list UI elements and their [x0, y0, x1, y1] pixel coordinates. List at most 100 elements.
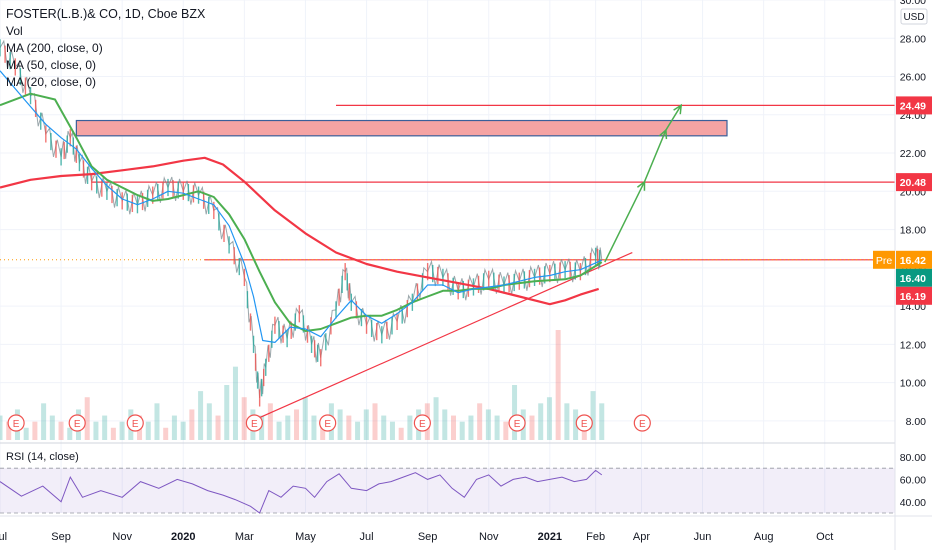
rsi-tick-label: 80.00: [900, 452, 926, 464]
x-tick-label: Nov: [479, 531, 499, 543]
volume-bar: [477, 403, 482, 440]
volume-bar: [346, 416, 351, 440]
volume-bar: [154, 403, 159, 440]
x-tick-label: Aug: [754, 531, 774, 543]
y-tick-label: 28.00: [900, 33, 926, 45]
volume-bar: [390, 422, 395, 440]
x-tick-label: Feb: [586, 531, 605, 543]
volume-bar: [102, 416, 107, 440]
earnings-marker: E: [576, 415, 592, 431]
volume-bar: [529, 416, 534, 440]
volume-bar: [285, 416, 290, 440]
volume-bar: [50, 416, 55, 440]
price-badge-label: 16.42: [900, 255, 926, 267]
x-tick-label: Oct: [816, 531, 833, 543]
volume-bar: [216, 416, 221, 440]
volume-bar: [486, 409, 491, 440]
rsi-pane: RSI (14, close): [0, 451, 895, 513]
x-tick-label: Nov: [112, 531, 132, 543]
volume-bar: [399, 428, 404, 440]
volume-bar: [338, 409, 343, 440]
volume-bar: [198, 391, 203, 440]
y-tick-label: 22.00: [900, 148, 926, 160]
volume-bar: [277, 422, 282, 440]
volume-bar: [495, 416, 500, 440]
volume-bar: [442, 409, 447, 440]
volume-bar: [207, 403, 212, 440]
rsi-tick-label: 60.00: [900, 474, 926, 486]
x-tick-label: Sep: [51, 531, 71, 543]
volume-bar: [67, 428, 72, 440]
rsi-tick-label: 40.00: [900, 497, 926, 509]
earnings-marker: E: [127, 415, 143, 431]
x-tick-label: Jun: [694, 531, 712, 543]
volume-bar: [146, 422, 151, 440]
volume-bar: [407, 416, 412, 440]
earnings-letter: E: [419, 419, 426, 430]
price-badge-label: 16.40: [900, 273, 926, 285]
y-tick-label: 8.00: [906, 416, 927, 428]
volume-bar: [355, 422, 360, 440]
volume-bar: [538, 403, 543, 440]
volume-bar: [224, 385, 229, 440]
volume-bar: [59, 422, 64, 440]
resistance-zone: [76, 121, 727, 136]
legend-ma50[interactable]: MA (50, close, 0): [6, 57, 205, 74]
rsi-label: RSI (14, close): [6, 451, 79, 463]
volume-bar: [189, 409, 194, 440]
volume-bar: [512, 385, 517, 440]
volume-bar: [381, 416, 386, 440]
earnings-marker: E: [8, 415, 24, 431]
volume-bar: [364, 409, 369, 440]
volume-bar: [0, 416, 3, 440]
x-tick-label: Jul: [360, 531, 374, 543]
price-badge-label: 20.48: [900, 177, 926, 189]
volume-bar: [556, 330, 561, 440]
volume-bar: [564, 403, 569, 440]
earnings-letter: E: [639, 419, 646, 430]
currency-label: USD: [903, 12, 924, 23]
price-badge-label: 16.19: [900, 291, 926, 303]
x-tick-label: 2021: [538, 531, 562, 543]
x-tick-label: May: [295, 531, 316, 543]
x-tick-label: Mar: [235, 531, 254, 543]
volume-bar: [303, 397, 308, 440]
earnings-marker: E: [414, 415, 430, 431]
x-tick-label: 2020: [171, 531, 195, 543]
y-tick-label: 18.00: [900, 225, 926, 237]
earnings-letter: E: [581, 419, 588, 430]
earnings-letter: E: [514, 419, 521, 430]
volume-bar: [24, 428, 29, 440]
chart-title: FOSTER(L.B.)& CO, 1D, Cboe BZX: [6, 6, 205, 23]
earnings-letter: E: [324, 419, 331, 430]
volume-bar: [434, 397, 439, 440]
volume-bar: [373, 403, 378, 440]
legend: FOSTER(L.B.)& CO, 1D, Cboe BZX Vol MA (2…: [6, 6, 205, 91]
rsi-band: [0, 468, 895, 513]
earnings-marker: E: [69, 415, 85, 431]
volume-bar: [120, 422, 125, 440]
x-tick-label: Apr: [633, 531, 650, 543]
legend-ma200[interactable]: MA (200, close, 0): [6, 40, 205, 57]
earnings-letter: E: [132, 419, 139, 430]
volume-bar: [111, 428, 116, 440]
volume-bar: [163, 428, 168, 440]
series-ma20: [0, 71, 602, 343]
earnings-letter: E: [13, 419, 20, 430]
x-tick-label: Jul: [0, 531, 7, 543]
volume-bar: [233, 367, 238, 440]
volume-bar: [599, 403, 604, 440]
legend-ma20[interactable]: MA (20, close, 0): [6, 74, 205, 91]
volume-bar: [311, 416, 316, 440]
volume-bar: [172, 416, 177, 440]
legend-vol[interactable]: Vol: [6, 23, 205, 40]
earnings-letter: E: [74, 419, 81, 430]
earnings-marker: E: [320, 415, 336, 431]
y-tick-label: 30.00: [900, 0, 926, 7]
y-tick-label: 12.00: [900, 339, 926, 351]
pre-badge-label: Pre: [876, 255, 893, 267]
volume-bar: [93, 422, 98, 440]
y-tick-label: 26.00: [900, 72, 926, 84]
earnings-letter: E: [251, 419, 258, 430]
y-tick-label: 10.00: [900, 378, 926, 390]
